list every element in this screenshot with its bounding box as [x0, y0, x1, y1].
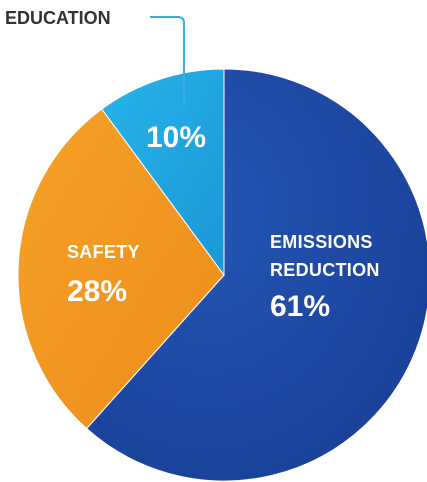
slice-value-emissions: 61% — [270, 290, 330, 323]
slice-name-safety: SAFETY — [67, 242, 140, 262]
pie-slice-safety — [17, 108, 225, 430]
slice-name-emissions-line1: EMISSIONS — [270, 232, 373, 252]
callout-leader-line — [150, 16, 185, 106]
slice-labels: 10% SAFETY 28% EMISSIONS REDUCTION 61% — [67, 121, 380, 323]
slice-name-emissions-line2: REDUCTION — [270, 260, 380, 280]
pie-slice-emissions-reduction — [85, 68, 427, 482]
callout-education: EDUCATION — [5, 8, 185, 106]
slice-value-safety: 28% — [67, 275, 127, 308]
slice-value-education: 10% — [146, 121, 206, 154]
pie-slices — [17, 68, 427, 482]
callout-label-education: EDUCATION — [5, 8, 111, 28]
pie-slice-education — [101, 68, 225, 277]
